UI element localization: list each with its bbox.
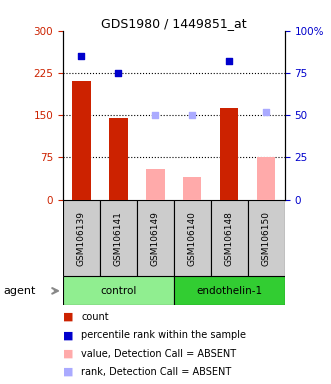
Text: ■: ■	[63, 330, 73, 340]
Text: ■: ■	[63, 349, 73, 359]
Text: value, Detection Call = ABSENT: value, Detection Call = ABSENT	[81, 349, 236, 359]
Bar	[100, 200, 137, 276]
Bar	[257, 157, 275, 200]
Text: count: count	[81, 312, 109, 322]
Point	[226, 58, 232, 64]
Text: percentile rank within the sample: percentile rank within the sample	[81, 330, 246, 340]
Bar	[146, 169, 165, 200]
Bar	[174, 200, 211, 276]
Text: rank, Detection Call = ABSENT: rank, Detection Call = ABSENT	[81, 367, 231, 377]
Point	[263, 109, 269, 115]
Point	[79, 53, 84, 59]
Bar	[72, 81, 91, 200]
Point	[116, 70, 121, 76]
Text: GSM106148: GSM106148	[225, 211, 234, 265]
Text: endothelin-1: endothelin-1	[196, 286, 262, 296]
Point	[153, 112, 158, 118]
Point	[190, 112, 195, 118]
Bar	[109, 118, 127, 200]
Text: agent: agent	[3, 286, 36, 296]
Bar	[220, 108, 238, 200]
Text: ■: ■	[63, 312, 73, 322]
Text: GSM106141: GSM106141	[114, 211, 123, 265]
Text: GSM106139: GSM106139	[77, 210, 86, 266]
Text: GSM106149: GSM106149	[151, 211, 160, 265]
Text: GSM106150: GSM106150	[262, 210, 271, 266]
Bar	[174, 276, 285, 305]
Text: control: control	[100, 286, 136, 296]
Bar	[63, 276, 174, 305]
Bar	[63, 200, 100, 276]
Bar	[248, 200, 285, 276]
Bar	[183, 177, 202, 200]
Text: ■: ■	[63, 367, 73, 377]
Bar	[211, 200, 248, 276]
Title: GDS1980 / 1449851_at: GDS1980 / 1449851_at	[101, 17, 247, 30]
Text: GSM106140: GSM106140	[188, 211, 197, 265]
Bar	[137, 200, 174, 276]
